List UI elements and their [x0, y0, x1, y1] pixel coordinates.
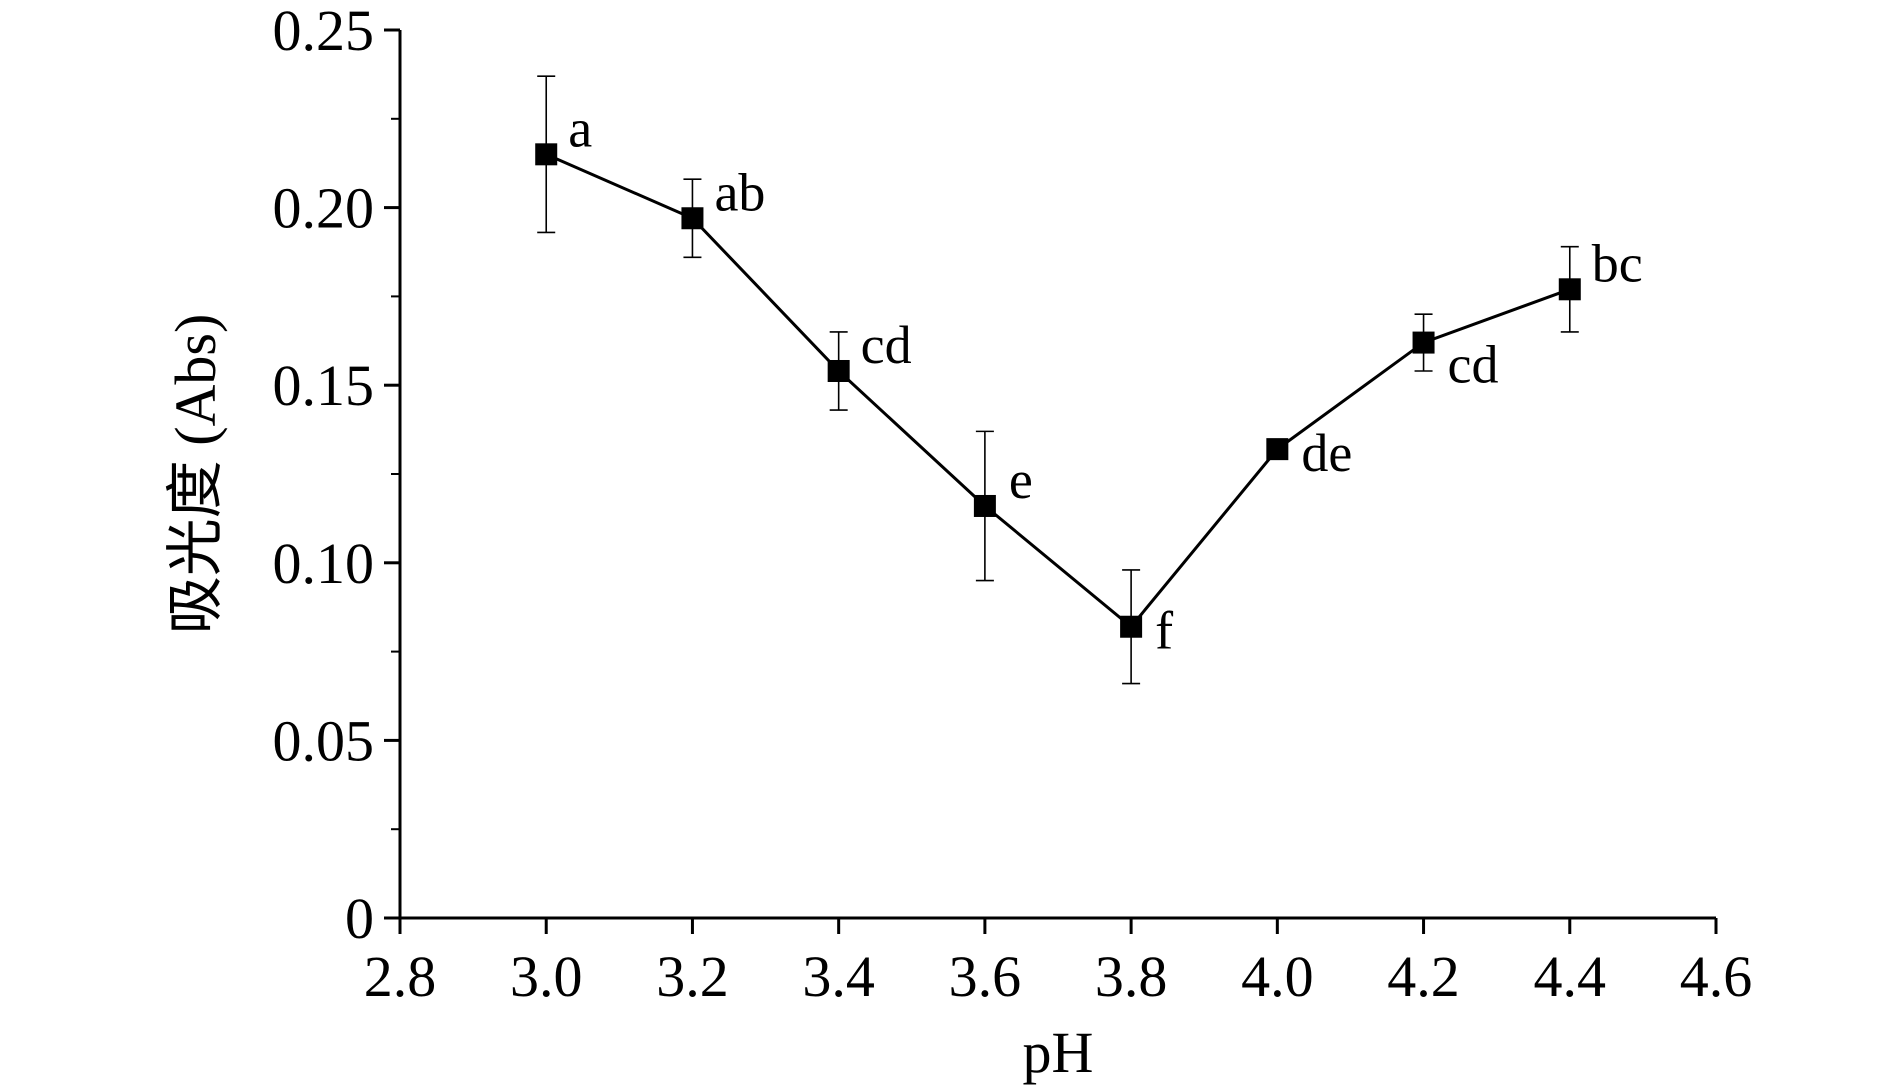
x-tick-label-3: 3.4	[802, 944, 875, 1009]
point-label-2: cd	[861, 315, 912, 375]
data-point-6	[1412, 331, 1435, 354]
point-label-7: bc	[1592, 233, 1643, 293]
data-point-7	[1558, 278, 1581, 301]
point-label-4: f	[1155, 601, 1173, 661]
x-tick-label-0: 2.8	[364, 944, 437, 1009]
data-point-3	[973, 494, 996, 517]
x-tick-label-2: 3.2	[656, 944, 729, 1009]
y-tick-label-3: 0.15	[273, 353, 375, 418]
x-tick-label-4: 3.6	[949, 944, 1022, 1009]
y-tick-label-4: 0.20	[273, 176, 375, 241]
x-tick-label-9: 4.6	[1680, 944, 1753, 1009]
x-axis-ticks: 2.8 3.0 3.2 3.4 3.6 3.8 4.0 4.2 4.4 4.6	[364, 918, 1753, 1009]
point-label-6: cd	[1448, 335, 1499, 395]
point-label-3: e	[1009, 450, 1033, 510]
point-label-0: a	[568, 98, 592, 158]
axes	[398, 30, 1716, 920]
data-point-2	[827, 359, 850, 382]
data-point-1	[681, 207, 704, 230]
x-tick-label-1: 3.0	[510, 944, 583, 1009]
x-tick-label-8: 4.4	[1534, 944, 1607, 1009]
x-axis-label: pH	[1023, 1020, 1094, 1085]
x-tick-label-6: 4.0	[1241, 944, 1314, 1009]
series-absorbance: a ab cd e f de cd bc	[535, 75, 1643, 685]
x-tick-label-7: 4.2	[1387, 944, 1460, 1009]
series-line-0	[545, 152, 1571, 629]
data-point-5	[1266, 438, 1289, 461]
x-tick-label-5: 3.8	[1095, 944, 1168, 1009]
data-point-4	[1120, 615, 1143, 638]
point-label-1: ab	[714, 162, 765, 222]
y-tick-label-1: 0.05	[273, 708, 375, 773]
point-label-5: de	[1301, 423, 1352, 483]
data-point-0	[535, 143, 558, 166]
y-tick-label-0: 0	[345, 886, 374, 951]
y-axis-ticks: 0 0.05 0.10 0.15 0.20 0.25	[273, 0, 400, 951]
y-tick-label-5: 0.25	[273, 0, 375, 63]
y-axis-label: 吸光度 (Abs)	[163, 314, 228, 635]
y-tick-label-2: 0.10	[273, 531, 375, 596]
